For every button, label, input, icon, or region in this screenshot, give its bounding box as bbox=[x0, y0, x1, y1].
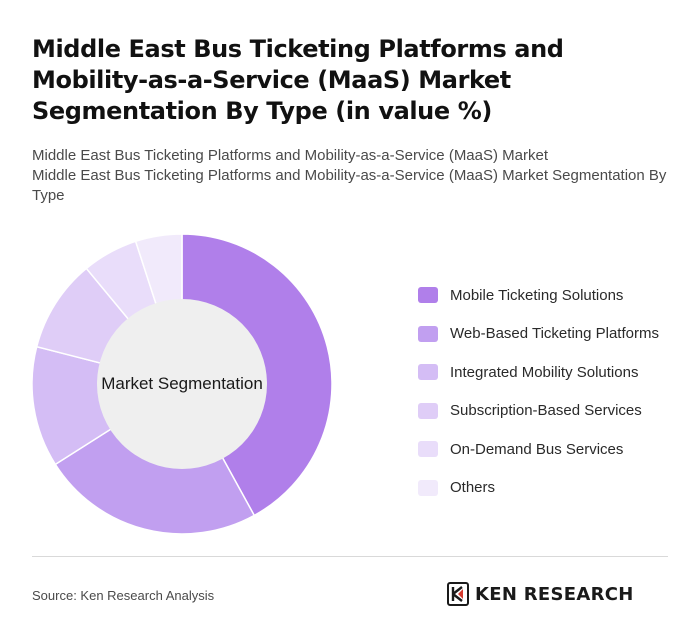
chart-title: Middle East Bus Ticketing Platforms and … bbox=[32, 35, 564, 125]
chart-legend: Mobile Ticketing Solutions Web-Based Tick… bbox=[418, 276, 659, 507]
chart-subtitle: Middle East Bus Ticketing Platforms and … bbox=[32, 146, 677, 206]
legend-label: Web-Based Ticketing Platforms bbox=[450, 325, 659, 343]
legend-swatch bbox=[418, 325, 438, 342]
legend-swatch bbox=[418, 441, 438, 458]
brand-name: KEN RESEARCH bbox=[475, 583, 634, 605]
legend-item: Others bbox=[418, 469, 659, 508]
footer-divider bbox=[32, 556, 668, 557]
donut-hole bbox=[97, 299, 267, 469]
legend-swatch bbox=[418, 479, 438, 496]
donut-center-label: Market Segmentation bbox=[101, 374, 263, 393]
legend-label: On-Demand Bus Services bbox=[450, 440, 624, 458]
source-note: Source: Ken Research Analysis bbox=[32, 588, 215, 603]
legend-label: Subscription-Based Services bbox=[450, 402, 642, 420]
legend-item: Web-Based Ticketing Platforms bbox=[418, 315, 659, 354]
legend-item: Integrated Mobility Solutions bbox=[418, 353, 659, 392]
subtitle-line-2: Middle East Bus Ticketing Platforms and … bbox=[32, 167, 667, 204]
legend-item: Mobile Ticketing Solutions bbox=[418, 276, 659, 315]
legend-label: Mobile Ticketing Solutions bbox=[450, 286, 624, 304]
ken-research-logo-icon bbox=[447, 582, 469, 606]
legend-label: Integrated Mobility Solutions bbox=[450, 363, 639, 381]
subtitle-line-1: Middle East Bus Ticketing Platforms and … bbox=[32, 147, 549, 164]
legend-label: Others bbox=[450, 479, 496, 497]
legend-item: Subscription-Based Services bbox=[418, 392, 659, 431]
legend-item: On-Demand Bus Services bbox=[418, 430, 659, 469]
legend-swatch bbox=[418, 402, 438, 419]
donut-chart: Market Segmentation bbox=[31, 233, 333, 535]
brand-logo: KEN RESEARCH bbox=[447, 582, 634, 606]
legend-swatch bbox=[418, 287, 438, 304]
legend-swatch bbox=[418, 364, 438, 381]
